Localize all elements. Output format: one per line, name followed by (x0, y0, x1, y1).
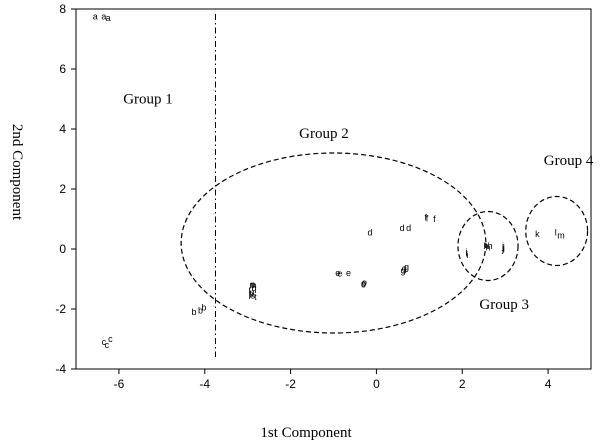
group-label: Group 3 (479, 297, 529, 313)
data-point-label: i (466, 250, 468, 260)
data-point-label: o (361, 279, 366, 289)
y-tick-label: -4 (55, 362, 66, 376)
data-point-label: c (105, 340, 110, 350)
data-point-label: s (251, 291, 256, 301)
group-ellipses (180, 152, 589, 334)
data-point-label: i (466, 247, 468, 257)
data-point-label: l (555, 228, 557, 238)
y-tick-label: 6 (59, 62, 66, 76)
data-point-label: p (249, 289, 254, 299)
data-point-label: j (501, 241, 504, 251)
data-point-label: b (198, 306, 203, 316)
x-tick-label: -6 (114, 377, 125, 391)
data-point-label: r (248, 285, 251, 295)
data-point-label: b (192, 307, 197, 317)
data-point-label: a (93, 12, 98, 22)
group-ellipse (525, 195, 589, 267)
data-point-label: j (502, 243, 505, 253)
data-point-label: n (250, 279, 255, 289)
data-point-label: t (254, 292, 257, 302)
data-point-label: o (361, 279, 366, 289)
x-axis-title: 1st Component (260, 425, 352, 441)
data-point-label: e (335, 268, 340, 278)
data-point-label: g (401, 266, 406, 276)
group-labels: Group 1 Group 2 Group 3 Group 4 (123, 92, 594, 314)
data-point-label: p (249, 288, 254, 298)
x-tick-label: 0 (373, 377, 380, 391)
data-point-label: d (400, 223, 405, 233)
data-point-label: d (367, 228, 372, 238)
y-axis-title: 2nd Component (9, 124, 25, 221)
x-tick-label: -4 (199, 377, 210, 391)
data-point-label: g (402, 264, 407, 274)
group-label: Group 4 (544, 153, 594, 169)
y-tick-label: 8 (59, 2, 66, 16)
ticks-layer: -6 -4 -2 0 2 4 -4 -2 0 2 4 6 8 (55, 2, 551, 391)
data-point-label: b (201, 303, 206, 313)
data-point-label: j (501, 244, 504, 254)
data-point-label: c (102, 337, 107, 347)
data-point-label: h (488, 241, 493, 251)
data-point-label: g (404, 262, 409, 272)
y-tick-label: 4 (59, 122, 66, 136)
x-tick-label: 2 (459, 377, 466, 391)
y-tick-label: 2 (59, 182, 66, 196)
data-point-label: d (406, 223, 411, 233)
data-point-label: c (108, 334, 113, 344)
y-tick-label: -2 (55, 302, 66, 316)
data-point-label: m (557, 231, 565, 241)
data-point-label: f (433, 214, 436, 224)
x-tick-label: 4 (545, 377, 552, 391)
data-point-label: h (483, 241, 488, 251)
plot-frame (75, 8, 592, 370)
data-point-label: e (346, 268, 351, 278)
data-point-label: o (362, 278, 367, 288)
data-point-label: f (426, 213, 429, 223)
data-point-label: q (252, 283, 257, 293)
data-point-label: h (485, 243, 490, 253)
data-point-label: a (106, 13, 111, 23)
group-label: Group 2 (299, 126, 349, 142)
data-point-label: k (535, 229, 540, 239)
y-tick-label: 0 (59, 242, 66, 256)
x-tick-label: -2 (285, 377, 296, 391)
group-ellipse (457, 210, 519, 282)
data-point-label: a (101, 12, 106, 22)
group-label: Group 1 (123, 92, 173, 108)
data-point-label: f (425, 213, 428, 223)
group-ellipse (180, 152, 487, 334)
data-point-label: e (337, 269, 342, 279)
data-point-label: i (466, 249, 468, 259)
data-point-label: n (252, 281, 257, 291)
data-point-label: n (249, 280, 254, 290)
